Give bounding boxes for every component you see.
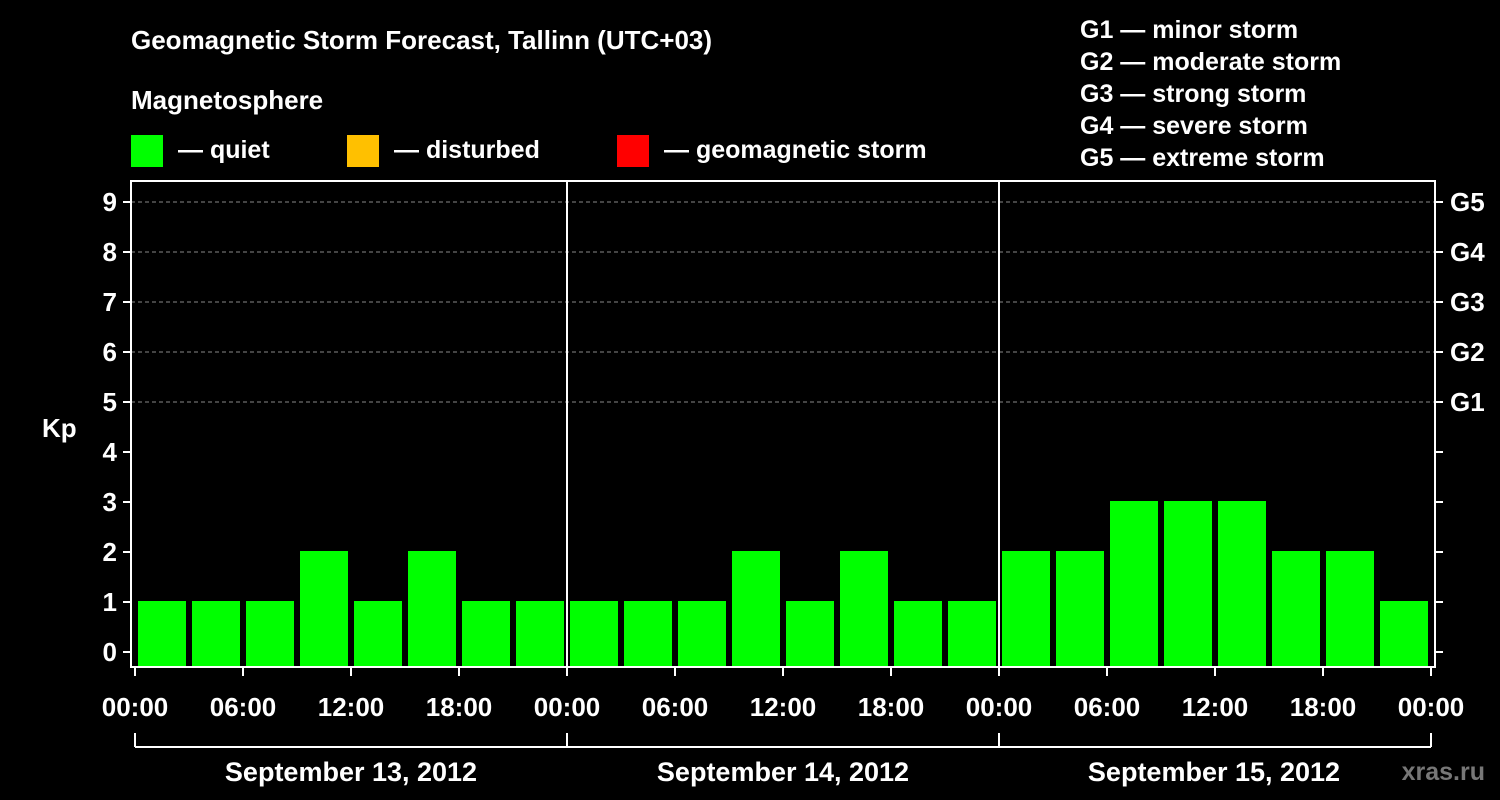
bar	[462, 601, 510, 667]
scale-g2: G2 — moderate storm	[1080, 48, 1341, 76]
bar	[300, 551, 348, 667]
x-tick-label: 06:00	[210, 692, 277, 722]
x-tick-label: 12:00	[1182, 692, 1249, 722]
bar	[1164, 501, 1212, 667]
x-tick-label: 00:00	[966, 692, 1033, 722]
bar	[246, 601, 294, 667]
legend-swatch-disturbed	[347, 135, 379, 167]
day-label-1: September 13, 2012	[225, 757, 477, 787]
x-tick-label: 12:00	[318, 692, 385, 722]
scale-g5: G5 — extreme storm	[1080, 144, 1325, 172]
x-tick-label: 18:00	[426, 692, 493, 722]
y-tick-label: 4	[103, 437, 118, 467]
legend-label-disturbed: — disturbed	[394, 136, 540, 164]
bar	[732, 551, 780, 667]
legend-label-storm: — geomagnetic storm	[664, 136, 927, 164]
bar	[516, 601, 564, 667]
bar	[1110, 501, 1158, 667]
y-tick-label: 9	[103, 187, 117, 217]
bar	[948, 601, 996, 667]
day-labels: September 13, 2012 September 14, 2012 Se…	[225, 757, 1340, 787]
bar	[624, 601, 672, 667]
bar	[1272, 551, 1320, 667]
storm-scale-legend: G1 — minor storm G2 — moderate storm G3 …	[1080, 16, 1341, 172]
bar	[1326, 551, 1374, 667]
y-tick-label: 7	[103, 287, 117, 317]
bar	[1002, 551, 1050, 667]
chart-subtitle: Magnetosphere	[131, 85, 323, 115]
x-tick-label: 00:00	[1398, 692, 1465, 722]
y-tick-label: 3	[103, 487, 117, 517]
bar	[1218, 501, 1266, 667]
scale-g1: G1 — minor storm	[1080, 16, 1298, 44]
bar	[138, 601, 186, 667]
x-tick-label: 00:00	[102, 692, 169, 722]
legend: — quiet — disturbed — geomagnetic storm	[131, 135, 927, 167]
watermark: xras.ru	[1402, 758, 1485, 786]
bar	[1380, 601, 1428, 667]
bar	[354, 601, 402, 667]
bar	[678, 601, 726, 667]
x-tick-label: 06:00	[642, 692, 709, 722]
g-level-label: G3	[1450, 287, 1485, 317]
plot-area: 0 1 2 3 4 5 6 7 8 9 G1 G2 G3 G4 G5 00:00 06:00 12:00 18:00…	[102, 180, 1485, 748]
y-tick-label: 1	[103, 587, 117, 617]
x-tick-label: 00:00	[534, 692, 601, 722]
bar	[192, 601, 240, 667]
bar	[840, 551, 888, 667]
x-tick-label: 12:00	[750, 692, 817, 722]
y-tick-label: 5	[103, 387, 117, 417]
bar	[570, 601, 618, 667]
y-tick-label: 2	[103, 537, 117, 567]
y-tick-label: 0	[103, 637, 117, 667]
legend-swatch-quiet	[131, 135, 163, 167]
y-axis-label: Kp	[42, 413, 77, 443]
g-level-label: G2	[1450, 337, 1485, 367]
scale-g4: G4 — severe storm	[1080, 112, 1308, 140]
bar	[408, 551, 456, 667]
g-level-label: G5	[1450, 187, 1485, 217]
x-tick-label: 18:00	[1290, 692, 1357, 722]
legend-label-quiet: — quiet	[178, 136, 270, 164]
bar	[786, 601, 834, 667]
x-tick-label: 18:00	[858, 692, 925, 722]
bar	[894, 601, 942, 667]
x-tick-label: 06:00	[1074, 692, 1141, 722]
y-tick-label: 8	[103, 237, 117, 267]
day-label-3: September 15, 2012	[1088, 757, 1340, 787]
chart-title: Geomagnetic Storm Forecast, Tallinn (UTC…	[131, 25, 712, 55]
scale-g3: G3 — strong storm	[1080, 80, 1306, 108]
day-label-2: September 14, 2012	[657, 757, 909, 787]
g-level-label: G4	[1450, 237, 1485, 267]
legend-swatch-storm	[617, 135, 649, 167]
y-tick-label: 6	[103, 337, 117, 367]
g-level-label: G1	[1450, 387, 1485, 417]
bar	[1056, 551, 1104, 667]
